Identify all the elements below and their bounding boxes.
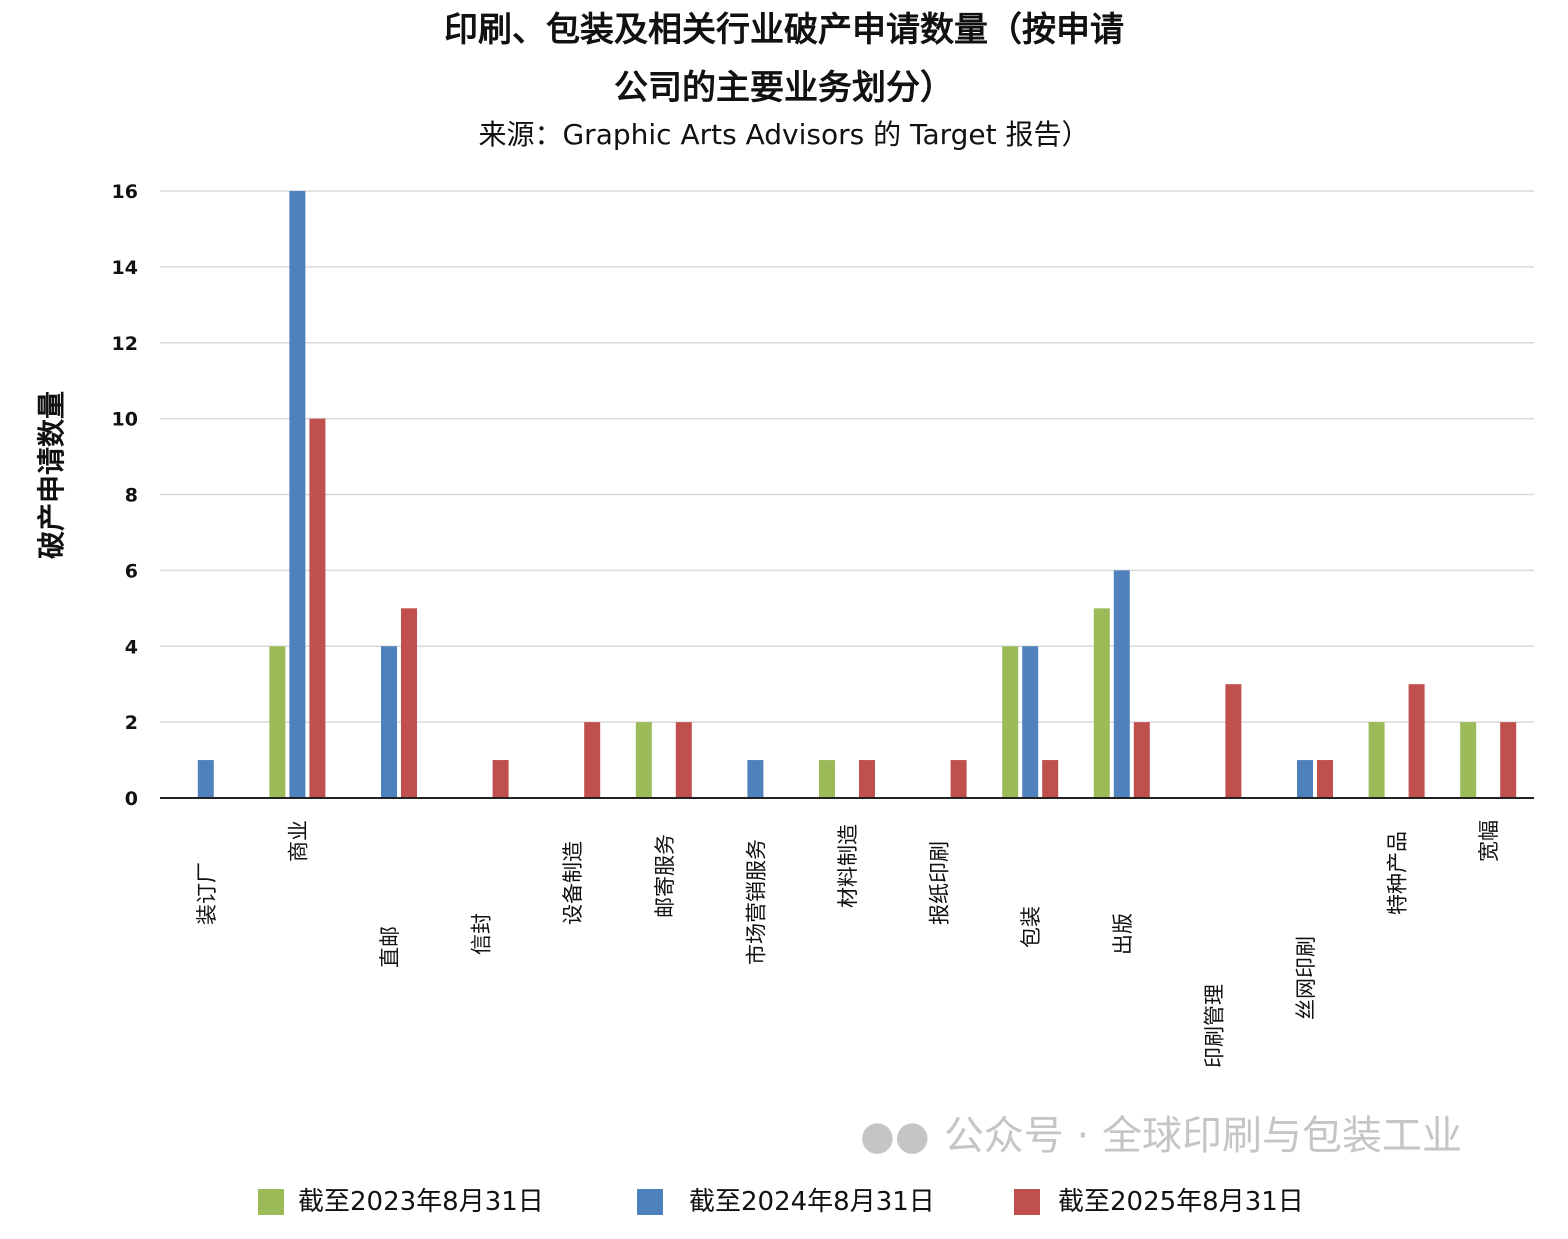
y-tick-label: 0	[125, 788, 138, 810]
bar	[1022, 646, 1039, 798]
wechat-icon: ●●	[860, 1113, 930, 1159]
x-tick-label: 宽幅	[1477, 820, 1501, 862]
bar	[1133, 722, 1150, 798]
x-tick-label: 直邮	[378, 926, 402, 968]
x-tick-label: 邮寄服务	[653, 834, 677, 918]
x-tick-label: 出版	[1111, 913, 1135, 955]
bar	[1317, 760, 1333, 798]
y-tick-label: 12	[112, 333, 138, 355]
bar	[1113, 570, 1130, 798]
bar	[1093, 608, 1110, 798]
y-tick-label: 10	[112, 409, 138, 431]
x-tick-label: 包装	[1019, 906, 1043, 948]
chart-subtitle: 来源：Graphic Arts Advisors 的 Target 报告）	[478, 118, 1090, 151]
x-tick-label: 丝网印刷	[1294, 936, 1318, 1020]
legend-swatch	[258, 1189, 284, 1215]
x-tick-label: 材料制造	[836, 824, 860, 908]
x-tick-label: 装订厂	[195, 862, 219, 925]
y-tick-label: 16	[112, 181, 138, 203]
bar	[1368, 722, 1385, 798]
bar	[1500, 722, 1517, 798]
chart-title-line1: 印刷、包装及相关行业破产申请数量（按申请	[444, 10, 1124, 50]
y-tick-label: 8	[125, 485, 138, 507]
x-tick-label: 信封	[470, 913, 494, 955]
chart-title-line2: 公司的主要业务划分）	[614, 68, 954, 108]
x-tick-label: 设备制造	[561, 841, 585, 925]
bar	[401, 608, 417, 798]
watermark: ●● 公众号 · 全球印刷与包装工业	[860, 1112, 1462, 1160]
legend-label: 截至2025年8月31日	[1058, 1187, 1304, 1217]
x-tick-label: 特种产品	[1386, 831, 1410, 915]
bar	[381, 646, 397, 798]
y-tick-label: 6	[125, 560, 138, 582]
bar	[492, 760, 509, 798]
x-tick-label: 商业	[286, 820, 310, 862]
legend-swatch	[637, 1189, 663, 1215]
bar	[635, 722, 652, 798]
x-tick-label: 市场营销服务	[744, 839, 768, 965]
watermark-text: 公众号 · 全球印刷与包装工业	[943, 1113, 1462, 1159]
y-tick-label: 14	[112, 257, 138, 279]
legend-item-2023: 截至2023年8月31日	[258, 1186, 544, 1218]
bar	[747, 760, 764, 798]
bar	[1297, 760, 1313, 798]
bar	[1460, 722, 1477, 798]
legend-label: 截至2023年8月31日	[298, 1187, 544, 1217]
legend-item-2024: 截至2024年8月31日	[637, 1186, 935, 1218]
bar	[584, 722, 601, 798]
bar	[309, 418, 326, 798]
bar	[675, 722, 692, 798]
bar	[197, 760, 214, 798]
bar	[1408, 684, 1425, 798]
bar	[819, 760, 835, 798]
bar	[269, 646, 286, 798]
legend-label: 截至2024年8月31日	[689, 1187, 935, 1217]
bar	[1042, 760, 1059, 798]
legend-item-2025: 截至2025年8月31日	[1014, 1186, 1304, 1218]
bar	[1002, 646, 1019, 798]
legend-swatch	[1014, 1189, 1040, 1215]
x-tick-label: 报纸印刷	[928, 841, 952, 925]
bar	[1225, 684, 1242, 798]
y-tick-label: 4	[125, 636, 138, 658]
x-tick-label: 印刷管理	[1202, 984, 1226, 1068]
bar	[950, 760, 967, 798]
y-tick-label: 2	[125, 712, 138, 734]
bar	[859, 760, 875, 798]
bar	[289, 191, 306, 798]
